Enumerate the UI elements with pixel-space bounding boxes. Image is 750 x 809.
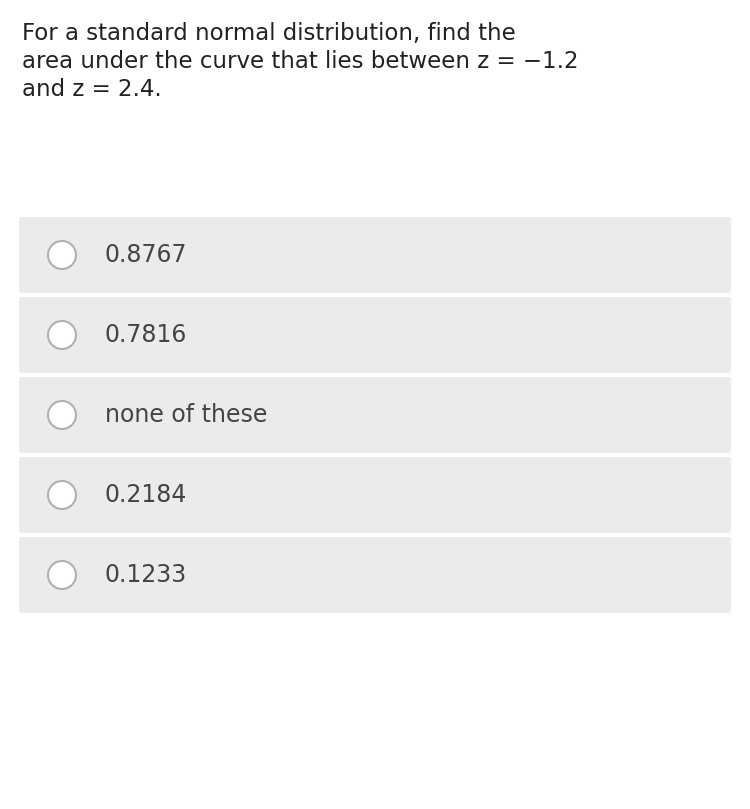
- Text: none of these: none of these: [105, 403, 267, 427]
- Circle shape: [48, 401, 76, 429]
- Text: and z = 2.4.: and z = 2.4.: [22, 78, 162, 101]
- FancyBboxPatch shape: [19, 537, 731, 613]
- FancyBboxPatch shape: [19, 457, 731, 533]
- Text: area under the curve that lies between z = −1.2: area under the curve that lies between z…: [22, 50, 578, 73]
- Circle shape: [48, 321, 76, 349]
- Circle shape: [48, 561, 76, 589]
- FancyBboxPatch shape: [19, 297, 731, 373]
- FancyBboxPatch shape: [19, 377, 731, 453]
- Text: For a standard normal distribution, find the: For a standard normal distribution, find…: [22, 22, 516, 45]
- Text: 0.2184: 0.2184: [105, 483, 188, 507]
- Text: 0.1233: 0.1233: [105, 563, 188, 587]
- Text: 0.7816: 0.7816: [105, 323, 188, 347]
- Text: 0.8767: 0.8767: [105, 243, 188, 267]
- Circle shape: [48, 241, 76, 269]
- Circle shape: [48, 481, 76, 509]
- FancyBboxPatch shape: [19, 217, 731, 293]
